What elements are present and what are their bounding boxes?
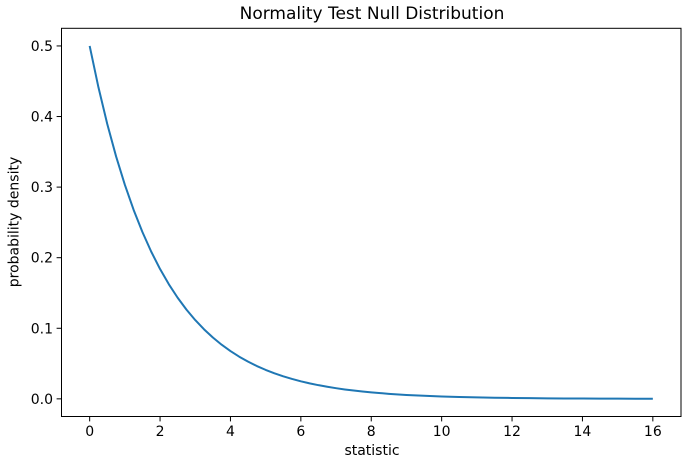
y-axis-label: probability density [6,156,23,288]
x-tick-label: 4 [226,424,235,440]
x-axis-label: statistic [344,443,400,459]
x-tick-label: 12 [503,424,521,440]
x-tick-label: 14 [574,424,592,440]
x-tick-label: 2 [156,424,165,440]
x-tick-label: 10 [433,424,451,440]
x-tick-label: 6 [296,424,305,440]
density-curve [88,45,653,400]
x-tick-label: 16 [644,424,662,440]
y-tick-label: 0.5 [31,39,53,55]
y-tick-label: 0.4 [31,110,53,126]
y-tick-label: 0.2 [31,251,53,267]
x-tick-label: 0 [85,424,94,440]
axes-frame [61,27,682,418]
y-tick-label: 0.1 [31,321,53,337]
y-tick-label: 0.0 [31,392,53,408]
y-tick-label: 0.3 [31,180,53,196]
chart-title: Normality Test Null Distribution [239,4,505,24]
x-tick-label: 8 [367,424,376,440]
